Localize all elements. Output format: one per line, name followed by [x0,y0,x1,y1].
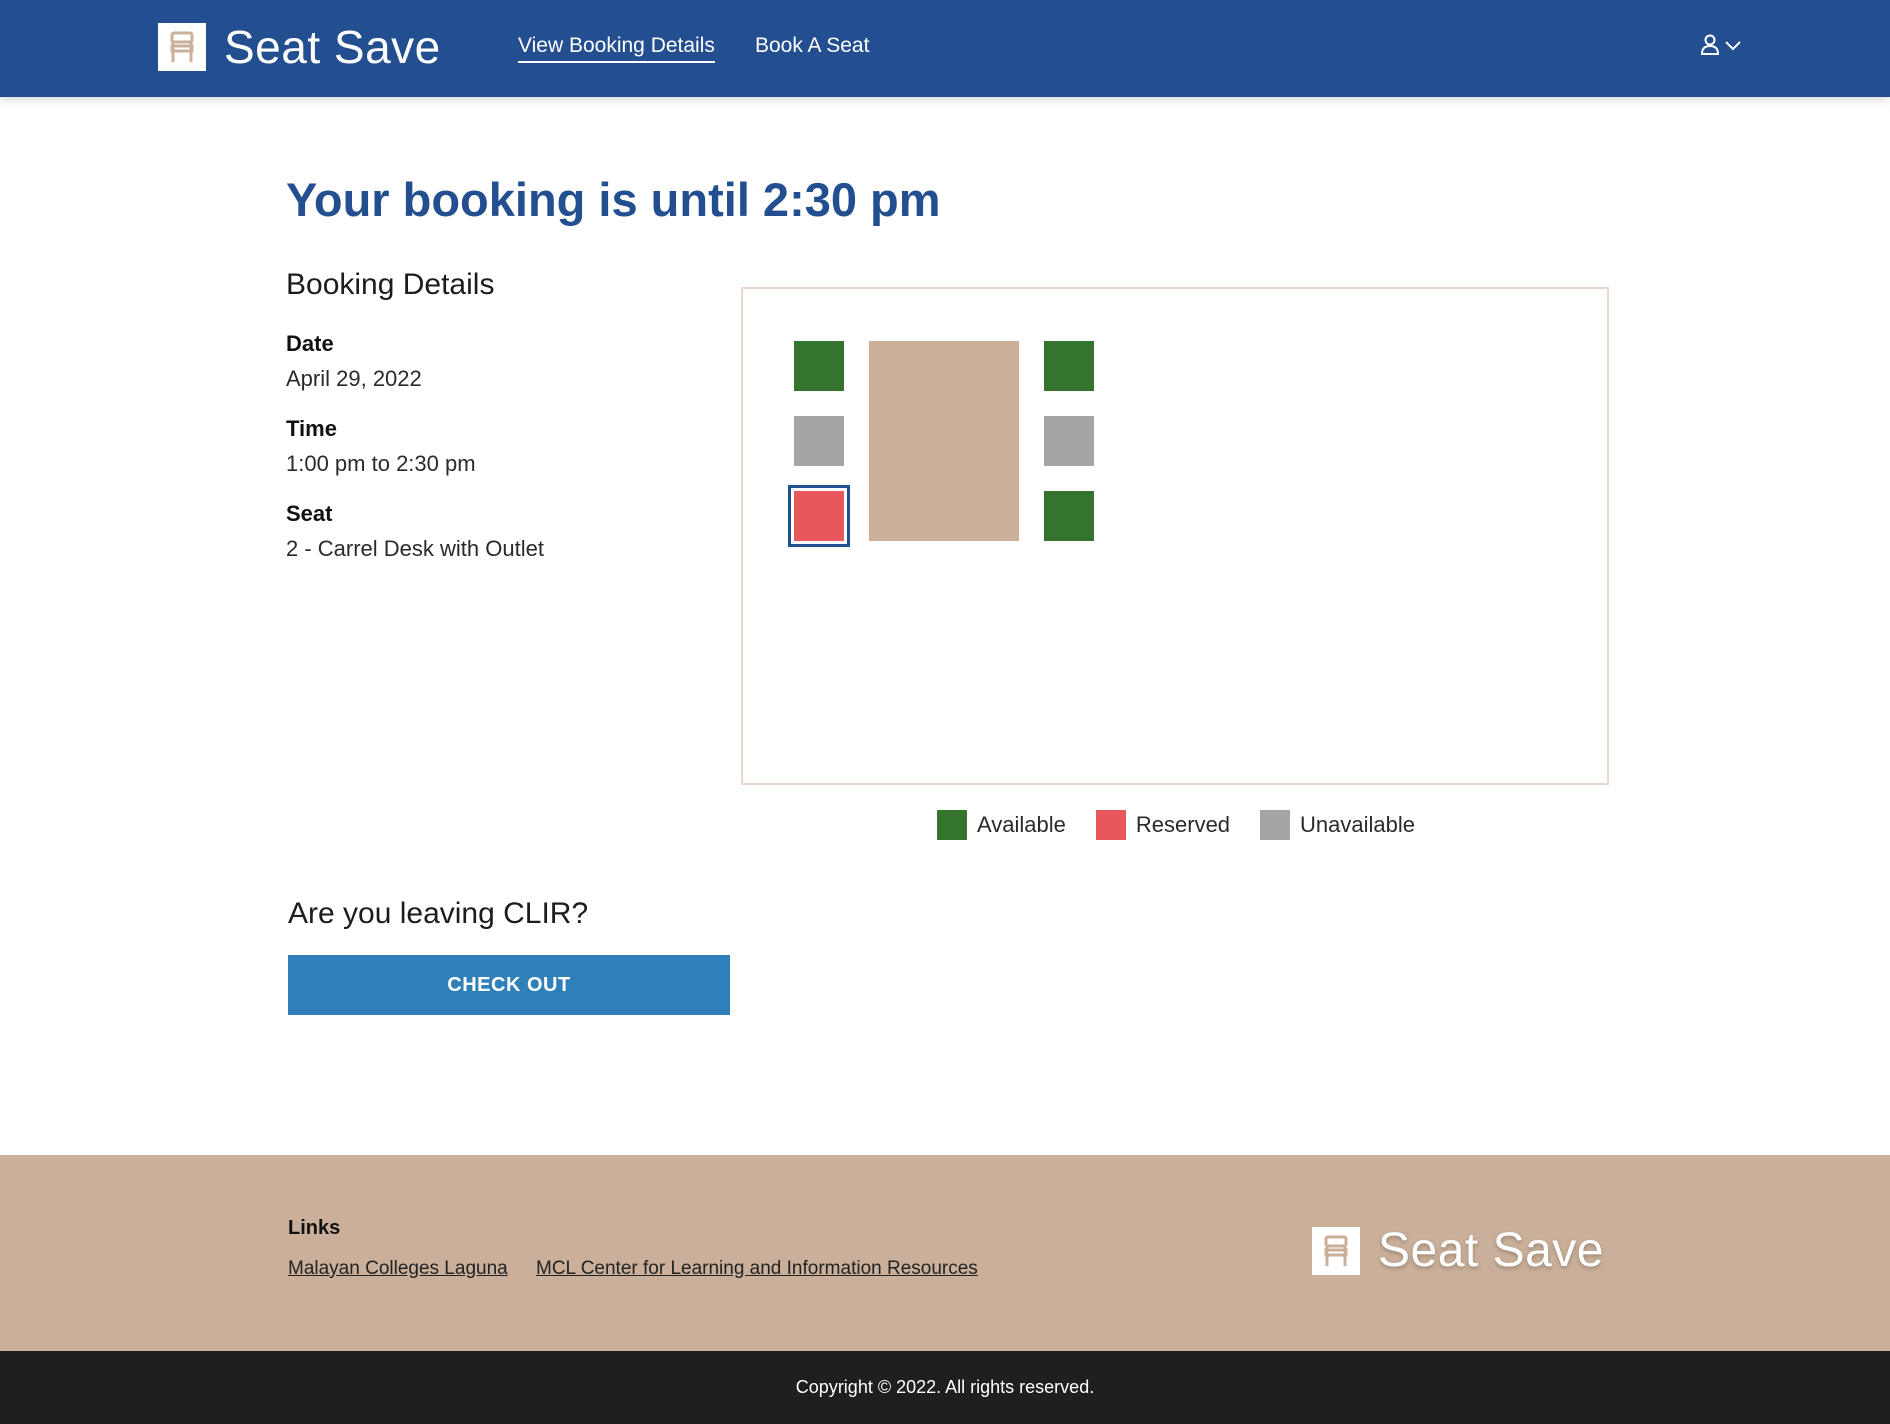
seat-6[interactable] [1044,491,1094,541]
legend-label-available: Available [977,812,1066,837]
carrel-desk [869,341,1019,541]
legend-unavailable: Unavailable [1260,810,1415,840]
footer-link-clir[interactable]: MCL Center for Learning and Information … [536,1258,978,1279]
user-menu[interactable] [1700,34,1742,61]
brand-name: Seat Save [224,21,441,73]
check-out-button[interactable]: CHECK OUT [288,955,730,1015]
footer: Links Malayan Colleges Laguna MCL Center… [0,1155,1890,1351]
legend-available: Available [937,810,1066,840]
seat-legend: Available Reserved Unavailable [937,810,1445,840]
chevron-down-icon [1724,39,1742,57]
time-label: Time [286,416,337,441]
seat-4[interactable] [1044,341,1094,391]
legend-swatch-reserved [1095,810,1126,840]
time-value: 1:00 pm to 2:30 pm [286,451,476,476]
date-label: Date [286,331,334,356]
footer-brand-name: Seat Save [1378,1224,1604,1277]
seat-3[interactable] [794,416,844,466]
booking-details-heading: Booking Details [286,268,495,301]
brand[interactable]: Seat Save [158,21,441,73]
legend-label-unavailable: Unavailable [1300,812,1416,837]
copyright-bar: Copyright © 2022. All rights reserved. [0,1351,1890,1424]
date-value: April 29, 2022 [286,366,422,391]
nav-book-a-seat[interactable]: Book A Seat [755,34,870,57]
footer-link-mcl[interactable]: Malayan Colleges Laguna [288,1258,508,1279]
seat-value: 2 - Carrel Desk with Outlet [286,536,544,561]
leaving-question: Are you leaving CLIR? [288,897,589,930]
page-title: Your booking is until 2:30 pm [286,173,941,226]
legend-swatch-available [937,810,967,840]
copyright-text: Copyright © 2022. All rights reserved. [795,1377,1095,1397]
chair-icon [158,23,206,71]
nav-view-booking-details[interactable]: View Booking Details [518,34,715,63]
user-icon [1700,34,1720,61]
seat-map [741,287,1609,785]
top-navbar: Seat Save View Booking Details Book A Se… [0,0,1890,97]
legend-swatch-unavailable [1260,810,1291,840]
seat-2-selected[interactable] [788,485,850,547]
seat-label: Seat [286,501,333,526]
seat-5[interactable] [1044,416,1094,466]
footer-brand: Seat Save [1312,1223,1604,1278]
legend-label-reserved: Reserved [1135,812,1231,837]
chair-icon [1312,1226,1360,1275]
legend-reserved: Reserved [1095,810,1231,840]
footer-links-label: Links [288,1217,341,1239]
seat-1[interactable] [794,341,844,391]
